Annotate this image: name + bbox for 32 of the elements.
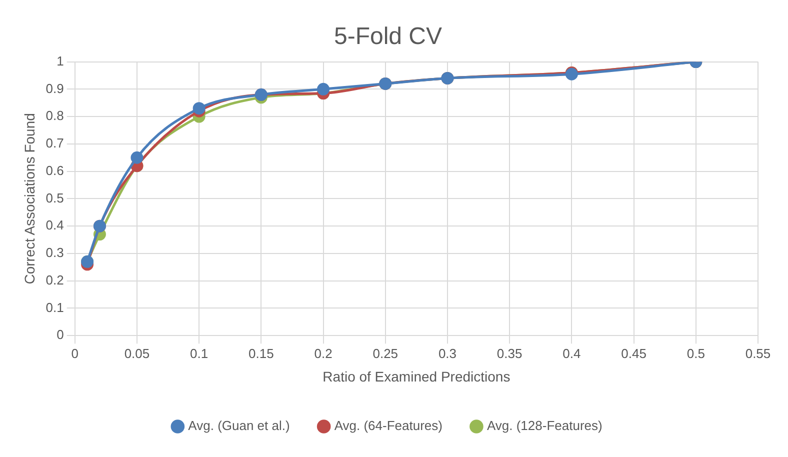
x-tick-label: 0.2 <box>314 346 332 361</box>
y-axis-title: Correct Associations Found <box>21 113 38 284</box>
y-tick-label: 0.4 <box>46 218 64 233</box>
legend-label: Avg. (Guan et al.) <box>188 418 290 434</box>
x-tick-label: 0.35 <box>496 346 522 361</box>
x-tick-label: 0.4 <box>562 346 581 361</box>
y-tick-label: 0.7 <box>46 136 64 151</box>
point <box>130 151 144 164</box>
x-tick-label: 0.55 <box>745 346 771 361</box>
point <box>317 82 330 96</box>
x-axis-title: Ratio of Examined Predictions <box>322 368 510 384</box>
y-tick-label: 0.8 <box>46 108 64 124</box>
y-tick-label: 0.1 <box>46 300 64 315</box>
y-tick-label: 1 <box>56 53 64 68</box>
y-tick-label: 0.6 <box>46 162 64 178</box>
chart-title: 5-Fold CV <box>334 23 442 50</box>
legend-label: Avg. (128-Features) <box>486 418 602 434</box>
y-tick-label: 0.9 <box>46 80 64 96</box>
x-tick-label: 0.45 <box>621 346 646 361</box>
x-tick-label: 0.15 <box>248 346 274 361</box>
y-tick-label: 0.5 <box>46 190 64 206</box>
y-tick-label: 0 <box>56 327 64 342</box>
x-tick-label: 0.3 <box>438 346 457 361</box>
legend-label: Avg. (64-Features) <box>334 418 442 434</box>
x-tick-label: 0.1 <box>190 346 208 361</box>
x-tick-label: 0.05 <box>124 346 150 361</box>
point <box>192 102 206 115</box>
x-tick-label: 0.5 <box>686 346 705 361</box>
y-tick-label: 0.3 <box>46 245 64 260</box>
x-tick-label: 0.25 <box>372 346 398 361</box>
x-tick-label: 0 <box>71 346 78 361</box>
y-tick-label: 0.2 <box>46 272 64 288</box>
